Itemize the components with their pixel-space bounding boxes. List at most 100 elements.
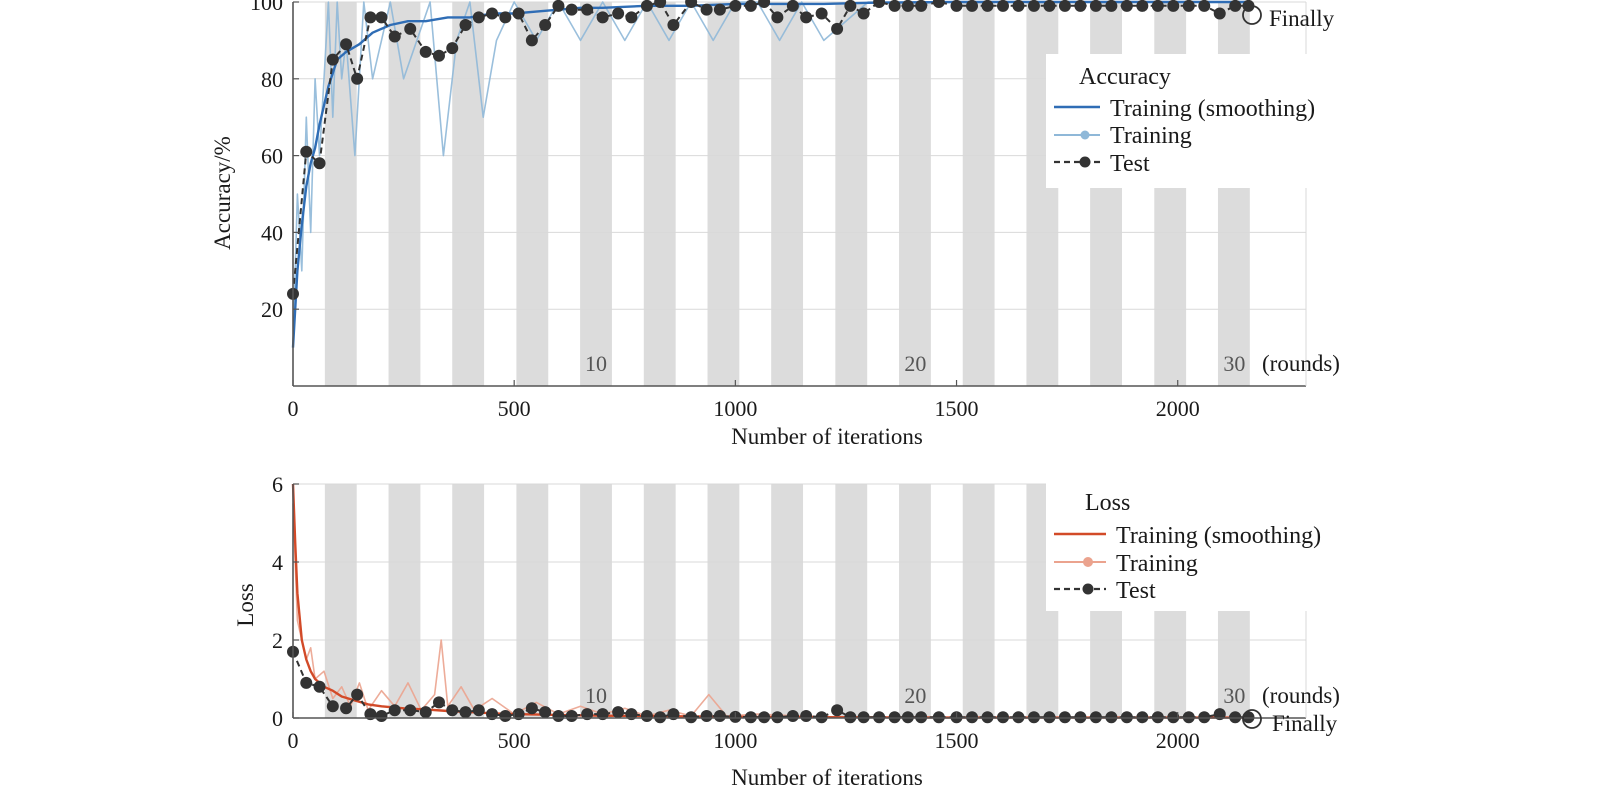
loss-round-label: 10	[585, 683, 607, 708]
accuracy-test-point	[685, 0, 698, 8]
loss-x-tick-label: 1000	[713, 728, 757, 753]
loss-test-point	[512, 708, 525, 721]
accuracy-test-point	[1198, 0, 1211, 12]
accuracy-round-label: 20	[904, 351, 926, 376]
accuracy-test-point	[432, 49, 445, 62]
accuracy-x-axis-title: Number of iterations	[731, 424, 923, 449]
loss-rounds-unit: (rounds)	[1262, 683, 1340, 708]
accuracy-round-label: 30	[1223, 351, 1245, 376]
accuracy-test-point	[596, 11, 609, 24]
accuracy-test-point	[950, 0, 963, 12]
accuracy-y-tick-label: 100	[250, 0, 283, 15]
loss-test-point	[581, 708, 594, 721]
loss-y-tick-label: 2	[272, 628, 283, 653]
loss-round-band	[452, 484, 485, 718]
accuracy-legend-title: Accuracy	[1079, 64, 1171, 90]
accuracy-test-point	[932, 0, 945, 8]
loss-legend-label-smooth: Training (smoothing)	[1116, 523, 1321, 549]
loss-round-labels: 10 20 30	[585, 683, 1245, 708]
loss-round-band	[899, 484, 931, 718]
accuracy-x-tick-label: 1000	[713, 396, 757, 421]
accuracy-panel: 0 500 1000 1500 2000 20 40 60 80 100 10 20 30 (rou…	[210, 0, 1340, 449]
accuracy-test-point	[966, 0, 979, 12]
accuracy-test-point	[654, 0, 667, 8]
loss-test-point	[1213, 708, 1226, 721]
accuracy-test-point	[1229, 0, 1242, 12]
accuracy-legend-swatch-raw-marker	[1080, 130, 1090, 140]
loss-test-point	[404, 704, 417, 717]
loss-round-band	[516, 484, 549, 718]
accuracy-test-point	[758, 0, 771, 8]
accuracy-x-tick-label: 0	[288, 396, 299, 421]
loss-test-point	[539, 706, 552, 719]
loss-test-point	[596, 708, 609, 721]
accuracy-legend-swatch-test-marker	[1079, 156, 1091, 168]
loss-x-tick-label: 0	[288, 728, 299, 753]
accuracy-final-label: Finally	[1269, 6, 1335, 31]
accuracy-test-point	[581, 3, 594, 16]
loss-test-point	[667, 708, 680, 721]
loss-test-point	[640, 710, 653, 723]
loss-y-tick-label: 6	[272, 472, 283, 497]
accuracy-test-point	[486, 7, 499, 20]
loss-x-tick-label: 1500	[935, 728, 979, 753]
loss-test-point	[486, 708, 499, 721]
accuracy-test-point	[1012, 0, 1025, 12]
loss-test-point	[612, 706, 625, 719]
accuracy-test-point	[981, 0, 994, 12]
accuracy-training-smoothing-line	[291, 0, 1249, 348]
accuracy-legend: Accuracy Training (smoothing) Training T…	[1046, 54, 1315, 188]
loss-test-point	[625, 708, 638, 721]
accuracy-test-point	[525, 34, 538, 47]
accuracy-test-point	[771, 11, 784, 24]
loss-test-point	[313, 680, 326, 693]
loss-test-point	[713, 710, 726, 723]
accuracy-test-point	[915, 0, 928, 12]
accuracy-y-tick-label: 60	[261, 144, 283, 169]
accuracy-round-band	[835, 2, 868, 386]
accuracy-round-label: 10	[585, 351, 607, 376]
accuracy-test-point	[404, 22, 417, 35]
accuracy-test-point	[565, 3, 578, 16]
loss-legend-swatch-test-marker	[1082, 583, 1094, 595]
accuracy-test-point	[744, 0, 757, 12]
accuracy-y-tick-label: 20	[261, 297, 283, 322]
accuracy-test-point	[419, 45, 432, 58]
accuracy-test-point	[888, 0, 901, 12]
loss-round-band	[771, 484, 804, 718]
accuracy-x-tick-labels: 0 500 1000 1500 2000	[288, 396, 1200, 421]
accuracy-round-band	[962, 2, 995, 386]
loss-test-point	[831, 704, 844, 717]
accuracy-legend-label-raw: Training	[1110, 123, 1192, 149]
loss-test-point	[419, 706, 432, 719]
accuracy-test-point	[340, 38, 353, 51]
loss-legend-title: Loss	[1085, 490, 1130, 516]
loss-test-point	[340, 702, 353, 715]
accuracy-test-point	[446, 42, 459, 55]
accuracy-test-point	[700, 3, 713, 16]
accuracy-smooth-series	[291, 0, 1249, 348]
accuracy-round-band	[643, 2, 676, 386]
loss-test-point	[388, 704, 401, 717]
accuracy-x-tick-label: 500	[498, 396, 531, 421]
loss-test-point	[565, 710, 578, 723]
loss-y-axis-title: Loss	[233, 583, 258, 627]
accuracy-y-tick-label: 80	[261, 67, 283, 92]
accuracy-test-point	[1213, 7, 1226, 20]
accuracy-test-point	[375, 11, 388, 24]
loss-axes	[292, 483, 1307, 719]
accuracy-test-point	[539, 19, 552, 32]
accuracy-round-band	[771, 2, 804, 386]
accuracy-y-tick-labels: 20 40 60 80 100	[250, 0, 283, 322]
loss-x-tick-labels: 0 500 1000 1500 2000	[288, 728, 1200, 753]
accuracy-round-band	[452, 2, 485, 386]
accuracy-test-point	[625, 11, 638, 24]
loss-legend: Loss Training (smoothing) Training Test	[1046, 481, 1321, 611]
accuracy-test-point	[831, 22, 844, 35]
loss-x-tick-label: 2000	[1156, 728, 1200, 753]
accuracy-test-point	[1027, 0, 1040, 12]
loss-test-point	[364, 708, 377, 721]
accuracy-test-point	[388, 30, 401, 43]
accuracy-final-marker: Finally	[1242, 5, 1335, 31]
accuracy-test-point	[713, 3, 726, 16]
